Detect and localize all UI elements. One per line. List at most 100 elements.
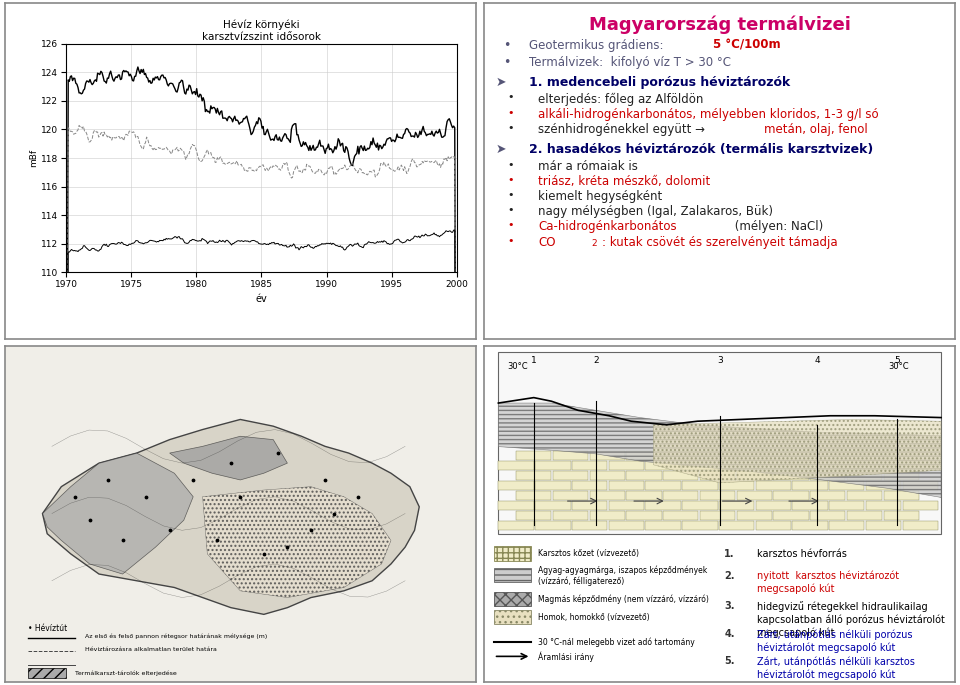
Bar [847, 511, 882, 520]
Bar [626, 491, 661, 500]
Bar [829, 461, 865, 470]
Polygon shape [498, 403, 941, 497]
Text: 3: 3 [717, 356, 723, 365]
Bar [663, 471, 699, 480]
Bar [609, 521, 644, 530]
Text: Agyag-agyagmárga, iszapos képződmények
(vízzáró, félligaterező): Agyag-agyagmárga, iszapos képződmények (… [539, 565, 708, 586]
Text: 5.: 5. [725, 656, 735, 667]
Bar [847, 451, 882, 460]
Text: •: • [508, 236, 515, 246]
Bar [626, 511, 661, 520]
Text: nyitott  karsztos héviztározót
megcsapoló kút: nyitott karsztos héviztározót megcsapoló… [757, 571, 900, 594]
Text: Magmás képződmény (nem vízzáró, vízzáró): Magmás képződmény (nem vízzáró, vízzáró) [539, 594, 709, 603]
Text: Áramlási irány: Áramlási irány [539, 651, 594, 662]
Text: Zárt, utánpótlás nélküli porózus
héviztárolót megcsapoló kút: Zárt, utánpótlás nélküli porózus héviztá… [757, 630, 913, 653]
Text: ➤: ➤ [496, 143, 507, 156]
Bar [792, 461, 828, 470]
Bar [516, 471, 551, 480]
Text: karsztos hévforrás: karsztos hévforrás [757, 549, 848, 559]
Text: már a rómaiak is: már a rómaiak is [539, 160, 638, 173]
Text: Zárt, utánpótlás nélküli karsztos
héviztárolót megcsapoló kút: Zárt, utánpótlás nélküli karsztos hévizt… [757, 656, 915, 680]
Bar [498, 352, 941, 534]
Bar [774, 491, 808, 500]
Text: 1: 1 [531, 356, 537, 365]
Bar [535, 521, 570, 530]
Bar [535, 461, 570, 470]
Bar [493, 547, 531, 560]
Bar [756, 461, 791, 470]
Bar [719, 481, 755, 490]
Text: Az első és felső pannon rétegsor határának mélysége (m): Az első és felső pannon rétegsor határán… [84, 634, 267, 639]
Bar [866, 461, 901, 470]
Text: Karsztos kőzet (vízvezető): Karsztos kőzet (vízvezető) [539, 549, 639, 558]
Text: •: • [508, 190, 515, 200]
Bar [572, 481, 608, 490]
Bar [719, 501, 755, 510]
Bar [498, 521, 534, 530]
Text: 5: 5 [894, 356, 900, 365]
Bar [756, 501, 791, 510]
Text: Ca-hidrogénkarbonátos: Ca-hidrogénkarbonátos [539, 220, 677, 233]
Text: 2.: 2. [725, 571, 735, 581]
Text: 2: 2 [593, 356, 599, 365]
Bar [645, 481, 681, 490]
Bar [535, 501, 570, 510]
Bar [883, 511, 919, 520]
Text: 4: 4 [814, 356, 820, 365]
Bar [645, 461, 681, 470]
Bar [792, 501, 828, 510]
Bar [553, 491, 588, 500]
Text: elterjedés: főleg az Alföldön: elterjedés: főleg az Alföldön [539, 92, 704, 105]
Bar [774, 451, 808, 460]
Bar [866, 501, 901, 510]
Bar [829, 521, 865, 530]
Bar [683, 501, 717, 510]
Text: szénhidrogénekkel együtt →: szénhidrogénekkel együtt → [539, 123, 709, 136]
Bar [847, 491, 882, 500]
Text: 5 °C/100m: 5 °C/100m [712, 39, 780, 51]
Text: 4.: 4. [725, 630, 735, 640]
Bar [683, 461, 717, 470]
Bar [829, 481, 865, 490]
Bar [829, 501, 865, 510]
Text: Magyarország termálvizei: Magyarország termálvizei [588, 15, 851, 34]
Text: •: • [508, 123, 515, 133]
Bar [810, 491, 846, 500]
Text: hidegvizű rétegekkel hidraulikailag
kapcsolatban álló porózus héviztárolót
megcs: hidegvizű rétegekkel hidraulikailag kapc… [757, 601, 946, 638]
Bar [792, 521, 828, 530]
Text: •: • [508, 160, 515, 170]
Bar [700, 511, 735, 520]
Bar [493, 610, 531, 625]
Text: nagy mélységben (Igal, Zalakaros, Bük): nagy mélységben (Igal, Zalakaros, Bük) [539, 205, 774, 218]
Bar [883, 451, 919, 460]
Bar [810, 511, 846, 520]
Text: •: • [508, 205, 515, 215]
Bar [663, 451, 699, 460]
Bar [29, 668, 66, 678]
Bar [700, 451, 735, 460]
Bar [589, 471, 625, 480]
Text: •: • [503, 39, 511, 51]
Text: 30°C: 30°C [888, 362, 908, 371]
Bar [792, 481, 828, 490]
Text: • Hévíztút: • Hévíztút [29, 625, 67, 634]
Text: triász, kréta mészkő, dolomit: triász, kréta mészkő, dolomit [539, 175, 710, 188]
Bar [683, 521, 717, 530]
Bar [902, 521, 938, 530]
Text: 3.: 3. [725, 601, 735, 611]
Bar [498, 481, 534, 490]
Bar [498, 501, 534, 510]
Bar [516, 491, 551, 500]
Bar [589, 491, 625, 500]
Polygon shape [170, 436, 287, 480]
Text: 30 °C-nál melegebb vizet adó tartomány: 30 °C-nál melegebb vizet adó tartomány [539, 637, 695, 647]
Bar [493, 569, 531, 582]
Text: : kutak csövét és szerelvényeit támadja: : kutak csövét és szerelvényeit támadja [602, 236, 838, 249]
Bar [626, 471, 661, 480]
Bar [553, 451, 588, 460]
Bar [700, 471, 735, 480]
Polygon shape [42, 419, 420, 614]
Text: CO: CO [539, 236, 556, 249]
Bar [719, 461, 755, 470]
Bar [553, 511, 588, 520]
